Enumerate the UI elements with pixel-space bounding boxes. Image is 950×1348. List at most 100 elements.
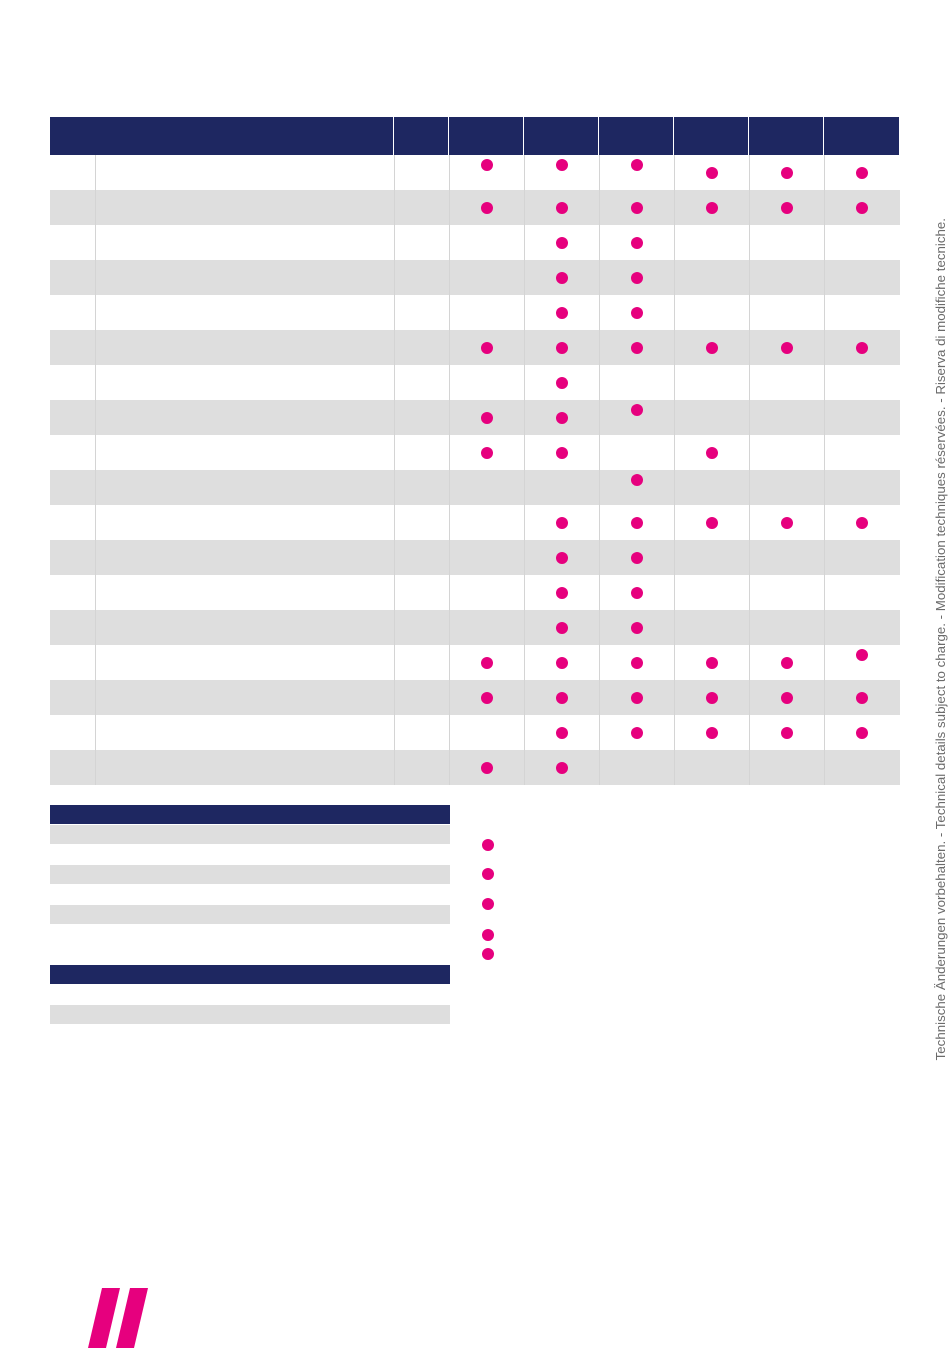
column-divider (524, 505, 525, 540)
column-divider (749, 295, 750, 330)
column-divider (449, 750, 450, 785)
column-divider (599, 575, 600, 610)
legend-row (50, 825, 450, 844)
column-divider (674, 365, 675, 400)
column-divider (524, 470, 525, 505)
column-divider (524, 365, 525, 400)
column-divider (749, 575, 750, 610)
table-header-cell (824, 117, 899, 155)
column-divider (524, 575, 525, 610)
column-divider (599, 330, 600, 365)
column-divider (524, 260, 525, 295)
column-divider (749, 750, 750, 785)
availability-dot (480, 158, 493, 171)
column-divider (599, 190, 600, 225)
column-divider (95, 190, 96, 225)
column-divider (599, 365, 600, 400)
column-divider (824, 260, 825, 295)
column-divider (824, 645, 825, 680)
availability-dot (555, 376, 568, 389)
column-divider (749, 365, 750, 400)
column-divider (599, 260, 600, 295)
column-divider (749, 435, 750, 470)
availability-dot (480, 411, 493, 424)
column-divider (674, 575, 675, 610)
availability-dot (555, 656, 568, 669)
column-divider (824, 540, 825, 575)
column-divider (524, 645, 525, 680)
logo-slash-right (116, 1288, 148, 1348)
column-divider (674, 155, 675, 190)
availability-dot (630, 656, 643, 669)
column-divider (824, 225, 825, 260)
availability-dot (555, 411, 568, 424)
availability-dot (780, 341, 793, 354)
availability-dot (630, 403, 643, 416)
availability-dot (555, 236, 568, 249)
column-divider (95, 225, 96, 260)
availability-dot (780, 201, 793, 214)
availability-dot (480, 341, 493, 354)
availability-dot (480, 446, 493, 459)
availability-dot (856, 691, 868, 704)
availability-dot (480, 201, 493, 214)
table-row (50, 225, 900, 260)
availability-dot (555, 726, 568, 739)
table-row (50, 540, 900, 575)
availability-dot (630, 551, 643, 564)
column-divider (394, 645, 395, 680)
column-divider (824, 400, 825, 435)
legend-row (50, 865, 450, 884)
column-divider (749, 190, 750, 225)
column-divider (95, 575, 96, 610)
column-divider (524, 330, 525, 365)
table-row (50, 400, 900, 435)
column-divider (749, 645, 750, 680)
feature-matrix-table (50, 117, 900, 785)
column-divider (95, 750, 96, 785)
availability-dot (555, 271, 568, 284)
column-divider (824, 330, 825, 365)
availability-dot (630, 271, 643, 284)
availability-dot (555, 306, 568, 319)
column-divider (449, 190, 450, 225)
column-divider (599, 610, 600, 645)
column-divider (824, 715, 825, 750)
column-divider (95, 155, 96, 190)
column-divider (674, 505, 675, 540)
column-divider (524, 540, 525, 575)
legend-dot (482, 868, 494, 880)
column-divider (824, 575, 825, 610)
column-divider (599, 435, 600, 470)
availability-dot (705, 726, 718, 739)
column-divider (524, 680, 525, 715)
column-divider (599, 715, 600, 750)
legend-dot (482, 929, 494, 941)
availability-dot (630, 621, 643, 634)
column-divider (449, 610, 450, 645)
column-divider (824, 155, 825, 190)
column-divider (394, 470, 395, 505)
table-row (50, 330, 900, 365)
column-divider (524, 400, 525, 435)
table-header-cell (749, 117, 823, 155)
column-divider (824, 750, 825, 785)
availability-dot (555, 551, 568, 564)
column-divider (599, 680, 600, 715)
availability-dot (705, 656, 718, 669)
legend-header-bar (50, 965, 450, 984)
column-divider (599, 225, 600, 260)
column-divider (449, 680, 450, 715)
column-divider (599, 540, 600, 575)
availability-dot (705, 516, 718, 529)
column-divider (749, 400, 750, 435)
availability-dot (480, 691, 493, 704)
column-divider (824, 365, 825, 400)
column-divider (599, 400, 600, 435)
table-header-cell (674, 117, 748, 155)
column-divider (674, 715, 675, 750)
availability-dot (780, 691, 793, 704)
column-divider (394, 365, 395, 400)
table-row (50, 295, 900, 330)
column-divider (524, 225, 525, 260)
